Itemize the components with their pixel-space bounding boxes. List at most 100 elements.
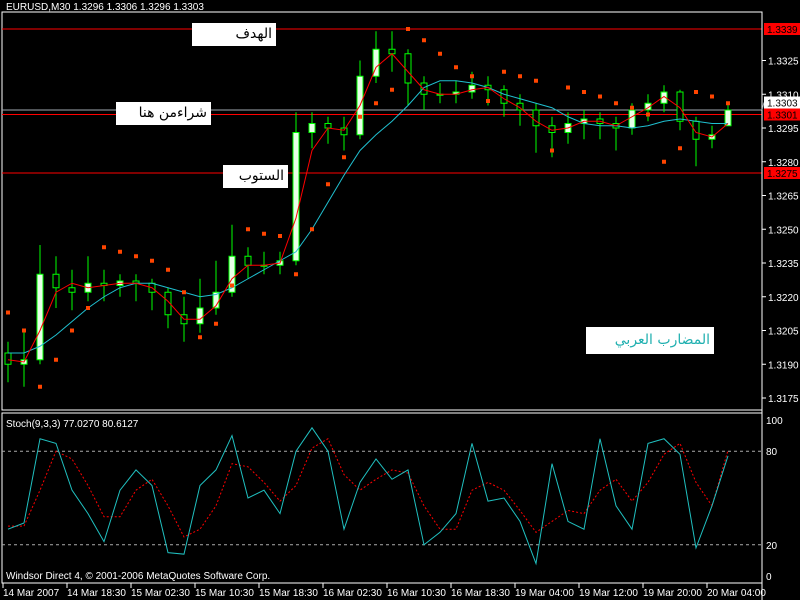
candle-body <box>404 53 412 84</box>
slow-ma-line <box>8 80 728 354</box>
y-tick-label: 1.3190 <box>768 360 799 371</box>
sar-dot <box>534 78 538 83</box>
candle-body <box>4 352 12 365</box>
sar-dot <box>582 90 586 94</box>
candle-body <box>308 123 316 133</box>
x-tick-label: 14 Mar 18:30 <box>67 588 126 599</box>
sar-dot <box>70 328 74 333</box>
price-label-box <box>764 23 800 35</box>
sar-dot <box>118 249 122 254</box>
candle-body <box>292 132 300 262</box>
stoch-title: Stoch(9,3,3) 77.0270 80.6127 <box>6 419 139 430</box>
y-tick-label: 1.3220 <box>768 293 799 304</box>
sar-dot <box>326 182 330 187</box>
sar-dot <box>22 328 26 333</box>
stoch-tick-label: 20 <box>766 541 778 552</box>
price-label: 1.3339 <box>767 25 798 36</box>
candle-body <box>324 123 332 129</box>
y-tick-label: 1.3325 <box>768 57 799 68</box>
sar-dot <box>662 159 666 164</box>
candle-body <box>244 255 252 266</box>
sar-dot <box>102 245 106 250</box>
stoch-tick-label: 80 <box>766 447 778 458</box>
sar-dot <box>486 99 490 103</box>
candle-body <box>532 109 540 127</box>
copyright-text: Windsor Direct 4, © 2001-2006 MetaQuotes… <box>6 571 270 582</box>
buy-here-label[interactable]: شراءمن هنا <box>116 102 211 125</box>
sar-dot <box>54 357 58 362</box>
watermark-label: المضارب العربي <box>586 327 714 354</box>
candle-body <box>660 91 668 104</box>
candle-body <box>372 48 380 77</box>
sar-dot <box>6 310 10 315</box>
sar-dot <box>182 290 186 295</box>
candle-body <box>388 48 396 55</box>
sar-dot <box>518 74 522 79</box>
x-tick-label: 15 Mar 02:30 <box>131 588 190 599</box>
price-label-connector <box>761 102 765 111</box>
fast-ma-line <box>7 53 729 363</box>
x-tick-label: 19 Mar 12:00 <box>579 588 638 599</box>
sar-dot <box>646 112 650 117</box>
sar-dot <box>726 101 730 106</box>
x-tick-label: 16 Mar 10:30 <box>387 588 446 599</box>
price-label: 1.3275 <box>767 169 798 180</box>
sar-dot <box>630 105 634 110</box>
candle-body <box>724 109 732 127</box>
y-tick-label: 1.3235 <box>768 259 799 270</box>
sar-dot <box>566 85 570 90</box>
candle-body <box>628 109 636 129</box>
candle-body <box>500 89 508 104</box>
sar-dot <box>454 65 458 70</box>
sar-dot <box>150 258 154 263</box>
sar-dot <box>422 38 426 43</box>
sar-dot <box>678 146 682 151</box>
stoch-tick-label: 0 <box>766 572 772 583</box>
candle-body <box>676 91 684 122</box>
sar-dot <box>614 101 618 106</box>
x-tick-label: 19 Mar 20:00 <box>643 588 702 599</box>
sar-dot <box>246 227 250 232</box>
stop-label[interactable]: الستوب <box>223 165 288 188</box>
sar-dot <box>438 51 442 56</box>
price-label-box <box>764 167 800 179</box>
sar-dot <box>310 227 314 232</box>
stoch-panel-frame <box>1 412 763 584</box>
sar-dot <box>502 69 506 74</box>
sar-dot <box>470 74 474 79</box>
candle-body <box>692 120 700 140</box>
x-tick-label: 20 Mar 04:00 <box>707 588 766 599</box>
sar-dot <box>710 94 714 99</box>
sar-dot <box>198 335 202 340</box>
candle-body <box>340 127 348 136</box>
sar-dot <box>38 384 42 389</box>
y-tick-label: 1.3205 <box>768 327 799 338</box>
y-tick-label: 1.3310 <box>768 90 799 101</box>
y-tick-label: 1.3280 <box>768 158 799 169</box>
candle-body <box>420 82 428 95</box>
candle-body <box>196 307 204 325</box>
y-tick-label: 1.3250 <box>768 225 799 236</box>
candle-body <box>468 84 476 93</box>
price-label: 1.3301 <box>767 111 798 122</box>
stoch-tick-label: 100 <box>766 416 783 427</box>
candle-body <box>644 102 652 111</box>
y-tick-label: 1.3295 <box>768 124 799 135</box>
sar-dot <box>214 321 218 326</box>
sar-dot <box>166 267 170 272</box>
sar-dot <box>358 114 362 119</box>
sar-dot <box>342 155 346 160</box>
candle-body <box>228 255 236 293</box>
sar-dot <box>278 234 282 238</box>
sar-dot <box>262 231 266 236</box>
sar-dot <box>86 306 90 310</box>
target-label[interactable]: الهدف <box>192 23 276 46</box>
candle-body <box>68 287 76 293</box>
price-label: 1.3303 <box>767 99 798 110</box>
x-tick-label: 19 Mar 04:00 <box>515 588 574 599</box>
price-label-box <box>764 96 800 109</box>
price-label-box <box>764 108 800 121</box>
sar-dot <box>390 87 394 92</box>
candle-body <box>52 273 60 289</box>
